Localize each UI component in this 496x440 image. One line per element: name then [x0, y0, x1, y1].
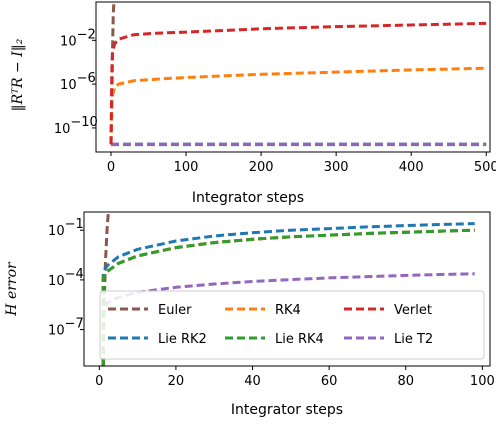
y-tick-label: 10	[48, 324, 65, 339]
x-axis-label: Integrator steps	[192, 190, 304, 206]
x-tick-label: 500	[474, 160, 496, 175]
legend: Euler RK4 Verlet Lie RK2 Lie RK4 Lie T2	[99, 290, 485, 360]
axes-frame	[95, 1, 491, 153]
y-tick-label: 10	[60, 34, 77, 49]
y-tick-label: 10	[60, 78, 77, 93]
x-tick-label: 40	[244, 374, 261, 389]
series-line-lie-rk2	[101, 222, 475, 366]
y-axis-label: ‖RᵀR − I‖₂	[10, 38, 26, 111]
legend-label: Euler	[158, 303, 192, 318]
y-tick-exponent: −2	[77, 27, 96, 42]
legend-label: Lie RK4	[275, 332, 324, 347]
series-line-euler	[109, 2, 116, 145]
x-tick-label: 200	[249, 160, 274, 175]
x-tick-label: 20	[168, 374, 185, 389]
x-tick-label: 0	[107, 160, 115, 175]
series-line-rk4	[109, 66, 487, 145]
legend-label: Lie T2	[394, 332, 433, 347]
x-tick-label: 60	[321, 374, 338, 389]
series-line-euler	[101, 212, 110, 366]
series-line-verlet	[109, 21, 487, 145]
x-tick-label: 100	[174, 160, 199, 175]
x-tick-label: 0	[95, 374, 103, 389]
x-axis-label: Integrator steps	[231, 402, 343, 418]
legend-label: Verlet	[394, 303, 432, 318]
y-tick-exponent: −7	[65, 317, 84, 332]
x-tick-label: 400	[399, 160, 424, 175]
y-tick-exponent: −10	[70, 115, 97, 130]
y-tick-label: 10	[48, 224, 65, 239]
legend-label: Lie RK2	[158, 332, 207, 347]
y-tick-label: 10	[54, 122, 71, 137]
series-group	[109, 2, 487, 147]
y-axis-label: H error	[4, 261, 20, 317]
x-tick-label: 80	[397, 374, 414, 389]
y-tick-exponent: −6	[77, 71, 96, 86]
y-tick-exponent: −1	[65, 217, 84, 232]
y-tick-label: 10	[48, 274, 65, 289]
y-tick-exponent: −4	[65, 267, 84, 282]
legend-box	[99, 290, 485, 360]
x-tick-label: 100	[470, 374, 495, 389]
x-tick-label: 300	[324, 160, 349, 175]
legend-label: RK4	[275, 303, 301, 318]
axes-frame	[83, 211, 491, 367]
series-line-lie-rk4	[101, 228, 475, 366]
